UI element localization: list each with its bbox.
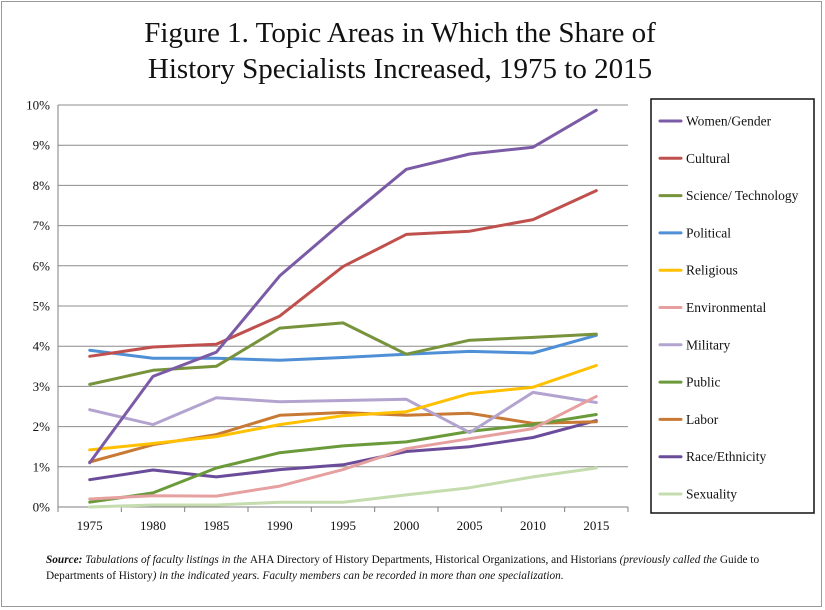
series-line-military xyxy=(88,390,598,435)
series-line-environmental xyxy=(88,394,598,501)
y-tick-label: 3% xyxy=(33,379,51,394)
legend-label: Race/Ethnicity xyxy=(686,449,766,464)
x-tick-label: 1985 xyxy=(203,518,229,533)
y-tick-label: 9% xyxy=(33,138,51,153)
legend-label: Religious xyxy=(686,263,738,278)
legend-item-science-technology: Science/ Technology xyxy=(658,188,799,203)
legend-label: Military xyxy=(686,337,730,352)
axes: 0% 1% 2% 3% 4% 5% 6% 7% 8% 9% 10% 1975 1980 1985 1990 1… xyxy=(26,98,629,533)
source-text: ) in the indicated years. Faculty member… xyxy=(152,570,564,582)
legend-label: Public xyxy=(686,375,721,390)
y-tick-label: 8% xyxy=(33,178,51,193)
legend-label: Women/Gender xyxy=(686,114,772,129)
series-line-sexuality xyxy=(88,466,598,509)
y-tick-label: 0% xyxy=(33,500,51,515)
source-text: (previously called the xyxy=(616,554,720,566)
x-tick-label: 2005 xyxy=(457,518,483,533)
legend-item-political: Political xyxy=(658,225,731,240)
legend-label: Labor xyxy=(686,412,719,427)
legend-label: Environmental xyxy=(686,300,766,315)
legend-item-sexuality: Sexuality xyxy=(658,487,737,502)
chart-title-line: History Specialists Increased, 1975 to 2… xyxy=(148,53,652,85)
series-line-religious xyxy=(88,364,598,452)
series-line-women-gender xyxy=(88,108,598,465)
legend-label: Sexuality xyxy=(686,487,737,502)
legend-item-labor: Labor xyxy=(658,412,719,427)
y-tick-label: 7% xyxy=(33,218,51,233)
legend-item-environmental: Environmental xyxy=(658,300,766,315)
y-tick-label: 2% xyxy=(33,419,51,434)
legend-item-cultural: Cultural xyxy=(658,151,730,166)
y-tick-label: 6% xyxy=(33,258,51,273)
y-tick-label: 5% xyxy=(33,299,51,314)
x-tick-label: 1990 xyxy=(267,518,293,533)
y-tick-label: 1% xyxy=(33,459,51,474)
legend-label: Political xyxy=(686,225,731,240)
x-tick-label: 1975 xyxy=(77,518,103,533)
source-publication-title: AHA Directory of History Departments, Hi… xyxy=(249,554,617,566)
legend-item-religious: Religious xyxy=(658,263,738,278)
series-line-race-ethnicity xyxy=(88,419,598,482)
source-publication-title: Guide to Departments of History xyxy=(46,554,760,582)
y-tick-label: 10% xyxy=(26,98,50,113)
legend-item-race-ethnicity: Race/Ethnicity xyxy=(658,449,766,464)
source-note: Source: Tabulations of faculty listings … xyxy=(46,552,806,584)
y-tick-label: 4% xyxy=(33,339,51,354)
x-tick-label: 2000 xyxy=(393,518,419,533)
source-label: Source: xyxy=(46,554,83,566)
chart-title-line: Figure 1. Topic Areas in Which the Share… xyxy=(144,17,656,49)
legend-item-military: Military xyxy=(658,337,730,352)
x-tick-label: 1980 xyxy=(140,518,166,533)
legend: Women/Gender Cultural Science/ Technology P… xyxy=(650,98,815,514)
series-lines xyxy=(88,108,598,509)
legend-item-women-gender: Women/Gender xyxy=(658,114,772,129)
series-line-public xyxy=(88,413,598,504)
x-tick-label: 1995 xyxy=(330,518,356,533)
source-text: Tabulations of faculty listings in the xyxy=(82,554,250,566)
legend-label: Science/ Technology xyxy=(686,188,799,203)
legend-item-public: Public xyxy=(658,375,721,390)
chart-title: Figure 1. Topic Areas in Which the Share… xyxy=(144,17,656,85)
x-tick-label: 2015 xyxy=(583,518,609,533)
series-line-cultural xyxy=(88,189,598,358)
legend-label: Cultural xyxy=(686,151,730,166)
x-tick-label: 2010 xyxy=(520,518,546,533)
series-line-political xyxy=(88,333,598,362)
